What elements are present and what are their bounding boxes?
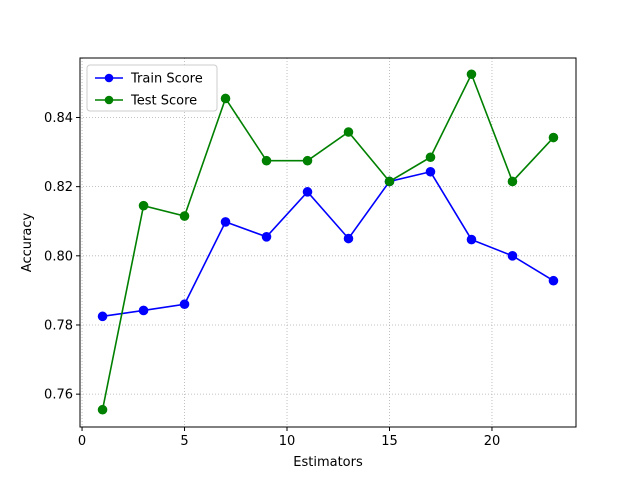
- train-score-point: [138, 305, 149, 316]
- test-score-line: [101, 72, 555, 410]
- test-score-point: [138, 200, 149, 211]
- test-score-point: [179, 211, 190, 221]
- legend-label: Test Score: [130, 94, 197, 109]
- x-tick-label: 0: [78, 434, 86, 449]
- legend-marker: [104, 95, 114, 105]
- train-score-point: [466, 234, 477, 245]
- series-layer: [97, 69, 559, 415]
- y-tick-label: 0.76: [44, 388, 73, 403]
- plot-frame: [79, 57, 577, 428]
- test-score-point: [261, 155, 272, 166]
- test-score-point: [97, 404, 108, 415]
- legend-item-train-score: Train Score: [95, 72, 203, 87]
- train-score-point: [302, 187, 313, 197]
- legend-marker: [104, 73, 114, 83]
- test-score-point: [384, 176, 395, 187]
- test-score-point: [343, 127, 354, 137]
- train-score-point: [261, 231, 272, 242]
- legend: Train Score Test Score: [86, 64, 218, 112]
- test-score-point: [220, 93, 231, 104]
- test-score-point: [425, 152, 436, 163]
- train-score-point: [179, 299, 190, 310]
- train-score-point: [507, 251, 518, 261]
- test-score-point: [302, 155, 313, 166]
- train-score-point: [343, 233, 354, 244]
- y-tick-label: 0.80: [44, 249, 73, 264]
- x-tick-label: 15: [381, 434, 398, 449]
- x-tick-label: 10: [279, 434, 296, 449]
- legend-label: Train Score: [130, 72, 203, 87]
- test-score-point: [507, 176, 518, 187]
- y-tick-label: 0.78: [44, 318, 73, 333]
- series-test-score: [97, 69, 559, 415]
- train-score-point: [548, 275, 559, 286]
- test-score-point: [548, 132, 559, 143]
- y-tick-label: 0.84: [44, 111, 73, 126]
- x-axis: 0 5 10 15 20: [78, 427, 500, 449]
- series-train-score: [97, 166, 559, 322]
- x-axis-label: Estimators: [293, 455, 363, 470]
- test-score-point: [466, 69, 477, 80]
- train-score-point: [97, 311, 108, 322]
- legend-item-test-score: Test Score: [95, 94, 197, 109]
- train-score-point: [220, 217, 231, 227]
- y-tick-label: 0.82: [44, 180, 73, 195]
- x-tick-label: 5: [180, 434, 188, 449]
- y-axis-label: Accuracy: [20, 213, 35, 273]
- train-score-line: [102, 170, 554, 318]
- x-tick-label: 20: [484, 434, 501, 449]
- y-axis: 0.76 0.78 0.80 0.82 0.84: [44, 111, 80, 403]
- train-score-point: [425, 166, 436, 177]
